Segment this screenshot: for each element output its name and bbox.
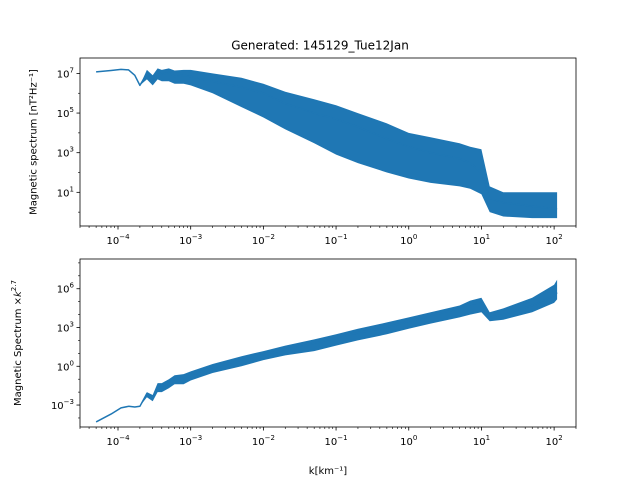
- bottom-axes-frame: [79, 258, 577, 428]
- bottom-y-tick-label-exp: 6: [70, 282, 75, 290]
- top-series-layer: [96, 68, 558, 219]
- top-x-tick-label: 10−1: [325, 233, 348, 247]
- bottom-x-tick-label: 102: [546, 434, 563, 448]
- bottom-x-tick-label-base: 10: [325, 437, 338, 448]
- bottom-x-tick-label: 101: [473, 434, 490, 448]
- top-series-line-0: [96, 68, 558, 210]
- bottom-series-layer: [95, 279, 558, 423]
- top-y-axis-label: Magnetic spectrum [nT²Hz⁻¹]: [29, 69, 40, 215]
- top-x-tick-label: 10−2: [252, 233, 275, 247]
- bottom-x-tick-label-base: 10: [106, 437, 119, 448]
- bottom-series-line-0: [95, 292, 558, 423]
- bottom-y-tick-label: 103: [57, 321, 74, 335]
- bottom-x-tick-label-exp: −2: [265, 434, 275, 442]
- bottom-x-tick-label-exp: −1: [337, 434, 347, 442]
- top-y-tick-label-exp: 1: [70, 185, 74, 193]
- bottom-x-tick-label-base: 10: [473, 437, 486, 448]
- bottom-x-tick-label: 10−1: [325, 434, 348, 448]
- bottom-series-band-0: [96, 279, 558, 422]
- top-y-tick-label-base: 10: [57, 69, 70, 80]
- top-x-tick-label-exp: 2: [558, 233, 562, 241]
- bottom-y-tick-label-base: 10: [57, 285, 70, 296]
- bottom-y-axis-label-exp: 2.7: [10, 280, 18, 291]
- bottom-y-tick-label-base: 10: [51, 401, 64, 412]
- bottom-y-tick-label-exp: 3: [70, 321, 74, 329]
- bottom-x-tick-label-exp: −3: [192, 434, 202, 442]
- bottom-y-axis-label-text: Magnetic Spectrum ×: [13, 297, 24, 406]
- top-x-tick-label: 102: [546, 233, 563, 247]
- bottom-x-tick-label-base: 10: [179, 437, 192, 448]
- bottom-x-tick-label-exp: −4: [119, 434, 130, 442]
- bottom-x-tick-label: 10−4: [106, 434, 130, 448]
- bottom-x-tick-label-base: 10: [400, 437, 413, 448]
- top-x-tick-label-exp: −1: [337, 233, 347, 241]
- bottom-x-tick-label: 10−2: [252, 434, 275, 448]
- top-y-tick-label: 101: [57, 185, 74, 199]
- top-x-tick-label-base: 10: [546, 236, 559, 247]
- top-x-tick-label: 100: [400, 233, 417, 247]
- top-y-tick-label-base: 10: [57, 109, 70, 120]
- bottom-x-tick-label-exp: 0: [413, 434, 417, 442]
- bottom-y-tick-label: 106: [57, 282, 75, 296]
- top-x-tick-label-exp: 1: [486, 233, 490, 241]
- top-axes: Generated: 145129_Tue12Jan Magnetic spec…: [29, 39, 577, 247]
- top-y-tick-label: 105: [57, 106, 74, 120]
- bottom-y-tick-label-base: 10: [57, 362, 70, 373]
- bottom-x-tick-label: 10−3: [179, 434, 202, 448]
- top-x-tick-label-base: 10: [252, 236, 265, 247]
- top-x-tick-label-base: 10: [325, 236, 338, 247]
- bottom-y-tick-label-exp: 0: [70, 359, 74, 367]
- top-axes-frame: [79, 57, 577, 227]
- bottom-x-tick-label-base: 10: [252, 437, 265, 448]
- top-x-tick-label-exp: 0: [413, 233, 417, 241]
- top-x-tick-label-exp: −3: [192, 233, 202, 241]
- bottom-x-tick-label: 100: [400, 434, 417, 448]
- top-y-tick-label: 107: [57, 66, 74, 80]
- top-y-tick-label-exp: 3: [70, 146, 74, 154]
- bottom-x-tick-label-exp: 1: [486, 434, 490, 442]
- top-series-band-0: [96, 68, 558, 219]
- bottom-y-tick-label: 100: [57, 359, 74, 373]
- top-x-tick-label-base: 10: [106, 236, 119, 247]
- top-x-tick-label-base: 10: [400, 236, 413, 247]
- top-y-tick-label-base: 10: [57, 188, 70, 199]
- bottom-axes: Magnetic Spectrum ×k2.7 k[km⁻¹] 10−4 10−3…: [10, 258, 577, 477]
- bottom-y-tick-label-exp: −3: [64, 398, 74, 406]
- top-x-tick-label: 10−4: [106, 233, 130, 247]
- top-y-tick-label-exp: 7: [70, 66, 74, 74]
- top-x-tick-label-exp: −2: [265, 233, 275, 241]
- bottom-y-axis-label: Magnetic Spectrum ×k2.7: [10, 280, 24, 406]
- chart-title: Generated: 145129_Tue12Jan: [231, 39, 409, 53]
- top-x-tick-label-base: 10: [179, 236, 192, 247]
- bottom-y-tick-label: 10−3: [51, 398, 74, 412]
- top-y-tick-label: 103: [57, 146, 74, 160]
- top-x-tick-label: 10−3: [179, 233, 202, 247]
- bottom-x-tick-label-base: 10: [546, 437, 559, 448]
- bottom-y-axis-label-k: k: [13, 290, 24, 297]
- bottom-x-tick-label-exp: 2: [558, 434, 562, 442]
- bottom-y-tick-label-base: 10: [57, 324, 70, 335]
- top-y-tick-label-base: 10: [57, 149, 70, 160]
- top-y-tick-label-exp: 5: [70, 106, 74, 114]
- top-x-tick-label-base: 10: [473, 236, 486, 247]
- x-axis-label: k[km⁻¹]: [309, 466, 348, 477]
- top-x-tick-label-exp: −4: [119, 233, 130, 241]
- top-x-tick-label: 101: [473, 233, 490, 247]
